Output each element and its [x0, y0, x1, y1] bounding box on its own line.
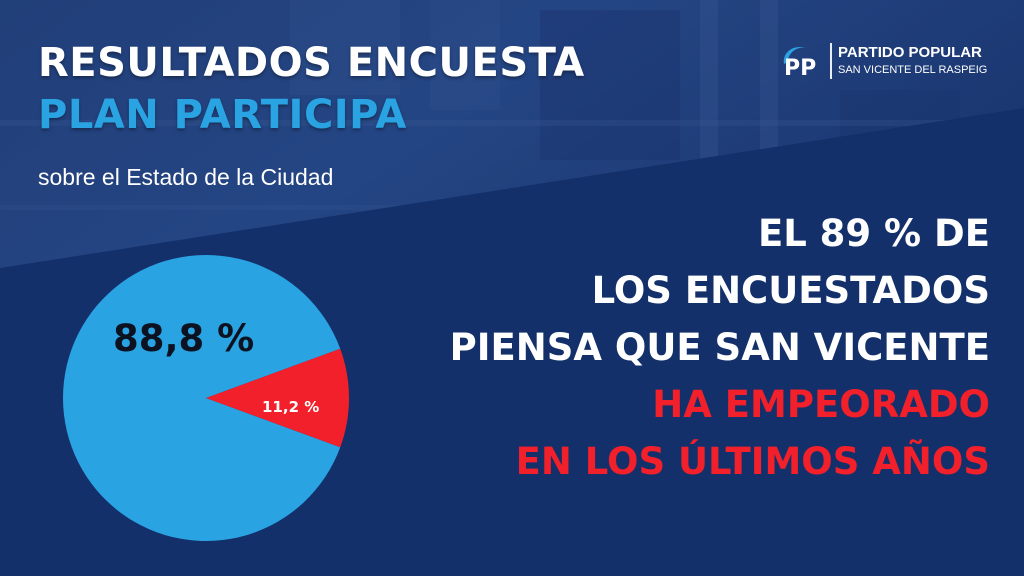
logo-party-name: PARTIDO POPULAR: [838, 44, 982, 61]
headline: EL 89 % DE LOS ENCUESTADOS PIENSA QUE SA…: [450, 205, 990, 490]
pie-label-small: 11,2 %: [262, 398, 319, 416]
title-line-2: PLAN PARTICIPA: [38, 92, 407, 138]
pie-slice-small: [206, 348, 350, 448]
pp-logo-icon: PP: [783, 46, 816, 80]
headline-line-1: EL 89 % DE: [757, 212, 990, 255]
pie-slice-large: [63, 254, 341, 541]
subtitle: sobre el Estado de la Ciudad: [38, 164, 334, 190]
party-logo: PP PARTIDO POPULAR SAN VICENTE DEL RASPE…: [778, 40, 998, 82]
logo-divider: [830, 43, 832, 79]
headline-line-3: PIENSA QUE SAN VICENTE: [449, 326, 990, 369]
title-line-1: RESULTADOS ENCUESTA: [38, 40, 585, 86]
headline-line-5: EN LOS ÚLTIMOS AÑOS: [515, 440, 990, 483]
headline-line-4: HA EMPEORADO: [652, 383, 990, 426]
logo-place-name: SAN VICENTE DEL RASPEIG: [838, 64, 988, 76]
logo-mark-text: PP: [784, 56, 816, 80]
pie-label-large: 88,8 %: [113, 317, 254, 360]
headline-line-2: LOS ENCUESTADOS: [591, 269, 990, 312]
